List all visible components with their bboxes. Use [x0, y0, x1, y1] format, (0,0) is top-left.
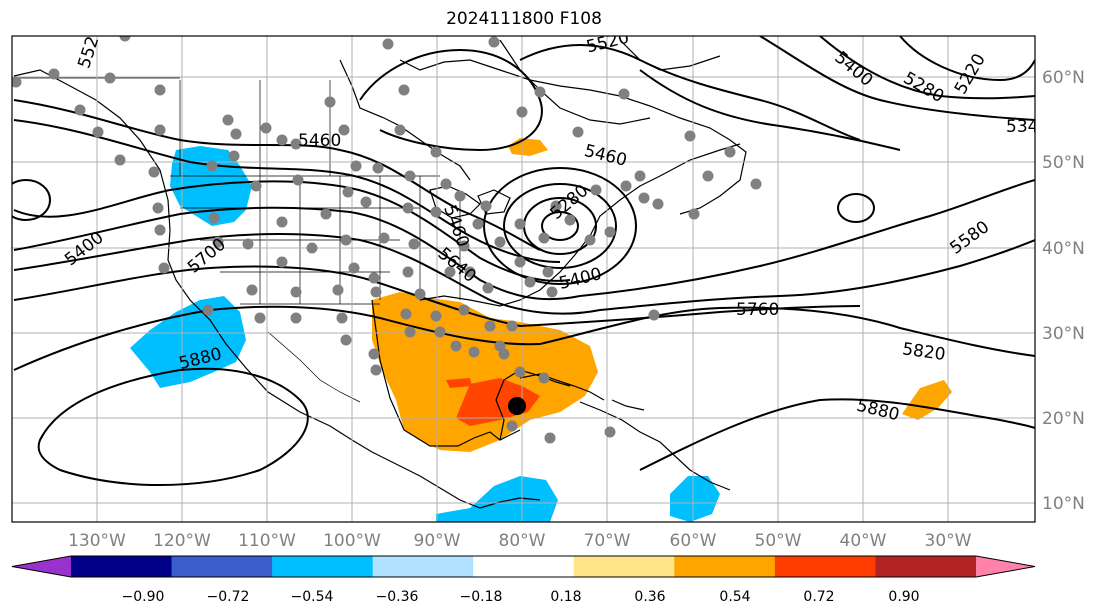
lon-label: 120°W	[153, 531, 211, 551]
negative-anomaly-venezuela	[670, 476, 720, 522]
lat-label: 20°N	[1042, 409, 1085, 429]
colorbar-tick-label: 0.18	[550, 589, 581, 605]
colorbar-tick-label: 0.36	[634, 589, 665, 605]
contour-label: 5460	[298, 131, 341, 151]
colorbar-segment	[774, 556, 876, 577]
colorbar-segment	[674, 556, 776, 577]
positive-anomaly-strip	[446, 378, 472, 388]
colorbar-tick-label: 0.72	[803, 589, 834, 605]
colorbar-segment	[573, 556, 675, 577]
colorbar	[11, 555, 1036, 578]
colorbar-tick-label: −0.72	[207, 589, 250, 605]
lon-label: 60°W	[670, 531, 717, 551]
colorbar-tick-label: −0.36	[376, 589, 419, 605]
lat-label: 10°N	[1042, 494, 1085, 514]
graticule	[12, 36, 1035, 522]
lon-label: 70°W	[584, 531, 631, 551]
lon-label: 50°W	[755, 531, 802, 551]
colorbar-tick-label: 0.90	[888, 589, 919, 605]
lon-label: 80°W	[499, 531, 546, 551]
lat-label: 30°N	[1042, 324, 1085, 344]
positive-anomaly-atlantic	[902, 380, 952, 420]
lat-label: 50°N	[1042, 153, 1085, 173]
contour-label: 5340	[1006, 117, 1049, 137]
colorbar-segment	[272, 556, 374, 577]
longitude-labels: 130°W 120°W 110°W 100°W 90°W 80°W 70°W 6…	[68, 531, 972, 551]
colorbar-ticks: −0.90 −0.72 −0.54 −0.36 −0.18 0.18 0.36 …	[122, 589, 920, 605]
map-title: 2024111800 F108	[446, 9, 602, 29]
lat-label: 60°N	[1042, 68, 1085, 88]
colorbar-segment	[372, 556, 474, 577]
lon-label: 90°W	[414, 531, 461, 551]
tropical-cyclone-marker	[508, 397, 526, 415]
lon-label: 40°W	[840, 531, 887, 551]
colorbar-tick-label: −0.54	[291, 589, 334, 605]
coastlines	[13, 39, 747, 509]
lon-label: 100°W	[323, 531, 381, 551]
negative-anomaly-caribbean-south	[436, 476, 558, 522]
lon-label: 30°W	[925, 531, 972, 551]
colorbar-segment	[71, 556, 173, 577]
colorbar-tick-label: 0.54	[719, 589, 750, 605]
colorbar-outline	[11, 555, 1036, 578]
lat-label: 40°N	[1042, 239, 1085, 259]
colorbar-segment	[171, 556, 273, 577]
colorbar-extend-high	[976, 556, 1035, 577]
colorbar-tick-label: −0.18	[460, 589, 503, 605]
map-frame	[11, 35, 1036, 523]
latitude-labels: 60°N 50°N 40°N 30°N 20°N 10°N	[1042, 68, 1085, 514]
negative-anomaly-mexico	[130, 296, 246, 388]
contour-label: 5760	[736, 300, 779, 320]
station-dots	[12, 36, 762, 444]
colorbar-segment	[875, 556, 977, 577]
height-contours	[12, 36, 1035, 486]
colorbar-tick-label: −0.90	[122, 589, 165, 605]
positive-anomaly-gulf	[372, 292, 598, 452]
lon-label: 110°W	[238, 531, 296, 551]
colorbar-segment	[473, 556, 575, 577]
lon-label: 130°W	[68, 531, 126, 551]
colorbar-extend-low	[12, 556, 71, 577]
